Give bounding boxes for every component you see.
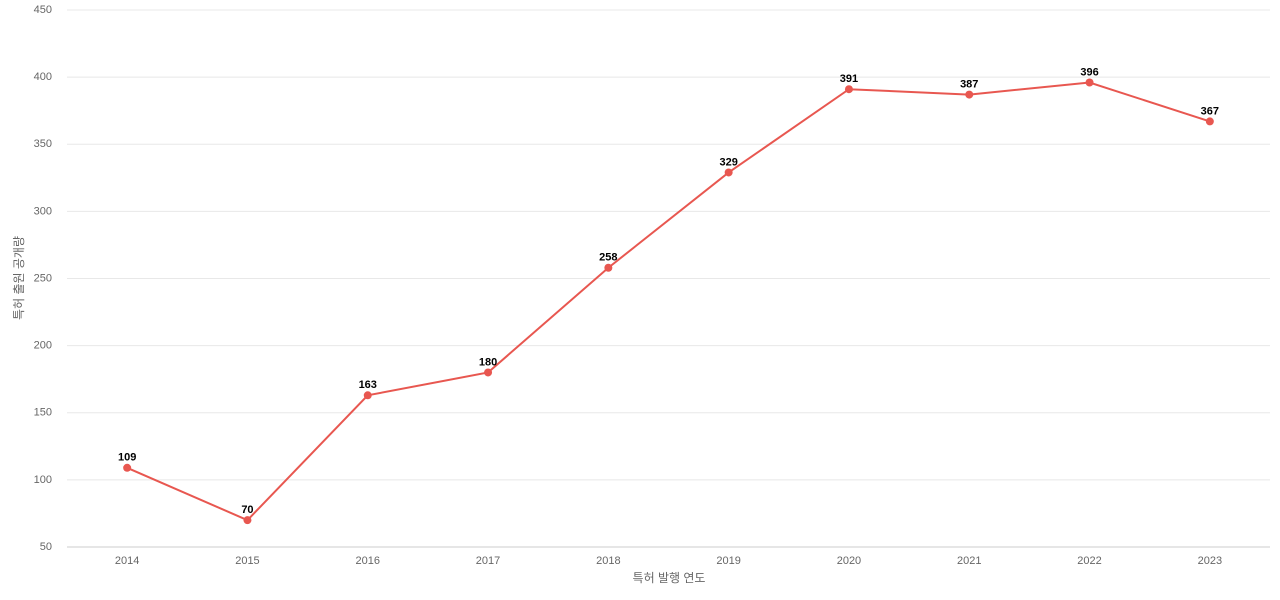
x-axis-label: 특허 발행 연도 — [633, 570, 706, 585]
x-tick-label: 2017 — [476, 555, 500, 567]
line — [126, 81, 1211, 522]
point — [123, 463, 132, 472]
point — [243, 516, 252, 525]
x-tick-label: 2022 — [1077, 555, 1101, 567]
point — [604, 263, 613, 272]
y-tick-label: 450 — [34, 4, 52, 16]
point — [1205, 117, 1214, 126]
value-label: 109 — [118, 452, 136, 464]
x-tick-label: 2023 — [1198, 555, 1222, 567]
value-label: 163 — [359, 379, 377, 391]
value-label: 391 — [840, 73, 858, 85]
y-tick-label: 250 — [34, 272, 52, 284]
y-tick-label: 350 — [34, 138, 52, 150]
value-label: 180 — [479, 356, 497, 368]
point — [1085, 78, 1094, 87]
value-label: 70 — [241, 504, 253, 516]
point — [844, 85, 853, 94]
value-label: 329 — [719, 156, 737, 168]
y-tick-label: 150 — [34, 407, 52, 419]
point — [363, 391, 372, 400]
point — [484, 368, 493, 377]
x-tick-label: 2014 — [115, 555, 139, 567]
x-tick-label: 2021 — [957, 555, 981, 567]
value-label: 258 — [599, 252, 617, 264]
x-tick-label: 2018 — [596, 555, 620, 567]
y-tick-label: 100 — [34, 474, 52, 486]
x-tick-label: 2016 — [356, 555, 380, 567]
x-tick-label: 2015 — [235, 555, 259, 567]
value-label: 387 — [960, 78, 978, 90]
y-tick-label: 200 — [34, 340, 52, 352]
y-tick-label: 50 — [40, 541, 52, 553]
value-label: 367 — [1201, 105, 1219, 117]
y-tick-label: 300 — [34, 205, 52, 217]
value-label: 396 — [1080, 66, 1098, 78]
x-tick-label: 2019 — [716, 555, 740, 567]
x-tick-label: 2020 — [837, 555, 861, 567]
point — [724, 168, 733, 177]
point — [965, 90, 974, 99]
y-axis-label: 특허 출원 공개량 — [12, 236, 26, 320]
y-tick-label: 400 — [34, 71, 52, 83]
